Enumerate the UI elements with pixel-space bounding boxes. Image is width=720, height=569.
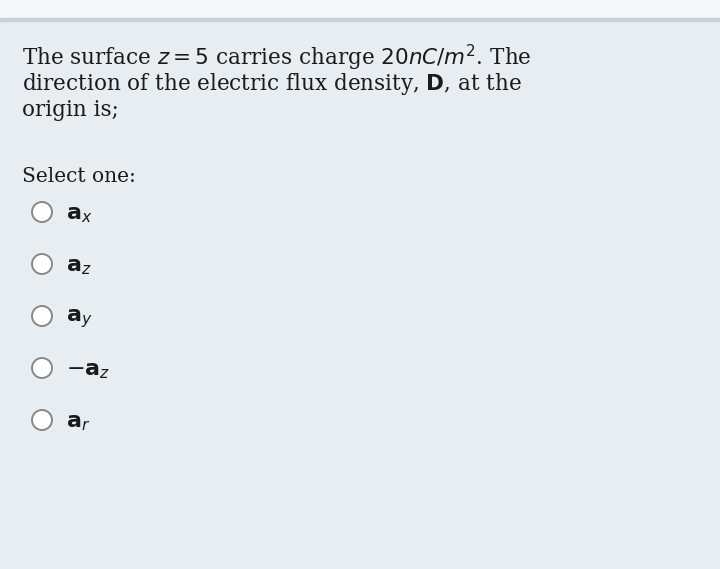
Text: direction of the electric flux density, $\mathbf{D}$, at the: direction of the electric flux density, …: [22, 71, 522, 97]
Text: $\mathbf{a}_r$: $\mathbf{a}_r$: [66, 411, 91, 433]
Bar: [0, 18, 720, 21]
Text: $-\mathbf{a}_z$: $-\mathbf{a}_z$: [66, 359, 110, 381]
Text: Select one:: Select one:: [22, 167, 136, 186]
Circle shape: [32, 202, 52, 222]
Text: origin is;: origin is;: [22, 99, 119, 121]
Text: $\mathbf{a}_y$: $\mathbf{a}_y$: [66, 307, 93, 330]
Text: $\mathbf{a}_z$: $\mathbf{a}_z$: [66, 255, 91, 277]
Circle shape: [32, 358, 52, 378]
Bar: [0, 0, 720, 18]
Circle shape: [32, 254, 52, 274]
Circle shape: [32, 410, 52, 430]
Circle shape: [32, 306, 52, 326]
Text: The surface $z = 5$ carries charge $20nC/m^2$. The: The surface $z = 5$ carries charge $20nC…: [22, 43, 531, 73]
Text: $\mathbf{a}_x$: $\mathbf{a}_x$: [66, 203, 93, 225]
